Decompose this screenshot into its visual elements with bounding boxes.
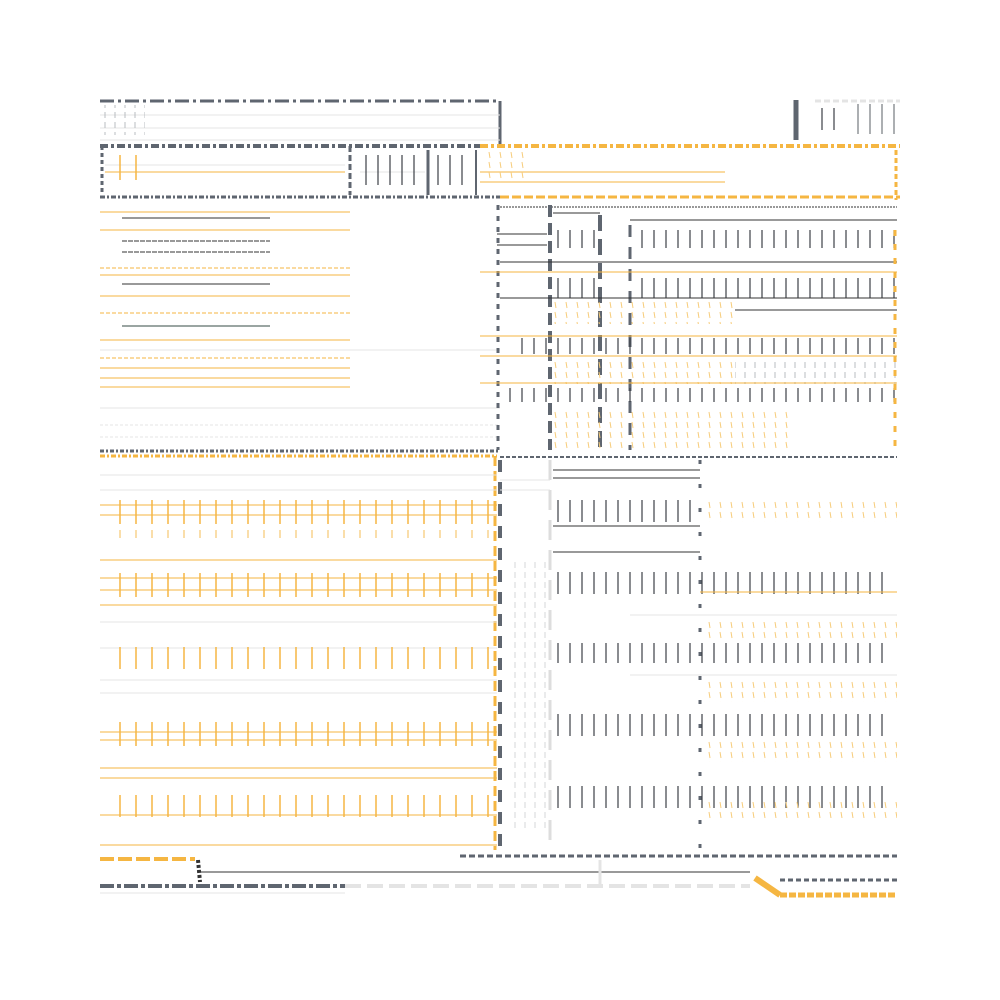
bottom-left-panel: [100, 454, 497, 850]
left-list-panel: [100, 205, 500, 453]
footer: [100, 854, 897, 898]
orange-row: [100, 795, 497, 846]
top-right-panel: [793, 99, 900, 140]
orange-row: [100, 722, 497, 779]
orange-row: [100, 500, 497, 561]
orange-row: [100, 573, 497, 623]
right-table-panel: [480, 205, 897, 450]
header-bar: [100, 144, 900, 200]
bottom-right-panel: [498, 456, 897, 850]
orange-row: [100, 647, 497, 694]
top-left-panel: [100, 99, 502, 145]
